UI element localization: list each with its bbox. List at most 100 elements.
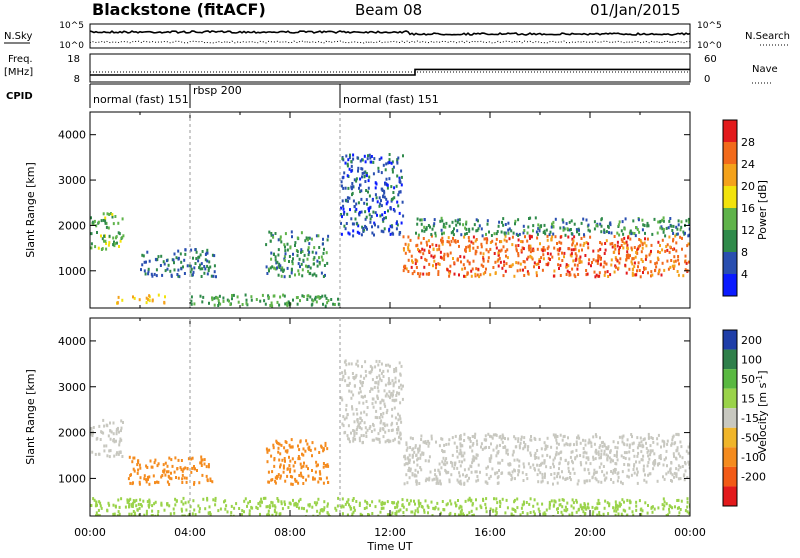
heatmap-cell bbox=[395, 512, 398, 516]
heatmap-cell bbox=[209, 479, 212, 482]
heatmap-cell bbox=[614, 445, 617, 449]
heatmap-cell bbox=[410, 265, 413, 269]
heatmap-cell bbox=[595, 273, 598, 277]
heatmap-cell bbox=[641, 218, 644, 222]
heatmap-cell bbox=[595, 451, 598, 455]
heatmap-cell bbox=[579, 259, 582, 263]
heatmap-cell bbox=[672, 232, 675, 235]
heatmap-cell bbox=[651, 449, 654, 453]
heatmap-cell bbox=[686, 505, 689, 509]
heatmap-cell bbox=[376, 437, 379, 441]
heatmap-cell bbox=[412, 447, 415, 451]
heatmap-cell bbox=[610, 458, 613, 462]
heatmap-cell bbox=[459, 452, 462, 456]
heatmap-cell bbox=[656, 479, 659, 483]
heatmap-cell bbox=[248, 509, 251, 513]
heatmap-cell bbox=[105, 225, 108, 229]
heatmap-cell bbox=[576, 267, 579, 271]
heatmap-cell bbox=[182, 467, 185, 471]
heatmap-cell bbox=[524, 444, 526, 448]
heatmap-cell bbox=[566, 443, 569, 447]
heatmap-cell bbox=[618, 501, 621, 505]
heatmap-cell bbox=[517, 473, 520, 477]
heatmap-cell bbox=[143, 513, 146, 516]
heatmap-cell bbox=[296, 254, 299, 258]
heatmap-cell bbox=[359, 159, 362, 163]
heatmap-cell bbox=[313, 262, 315, 266]
heatmap-cell bbox=[605, 230, 608, 234]
heatmap-cell bbox=[369, 503, 371, 507]
heatmap-cell bbox=[559, 274, 562, 277]
heatmap-cell bbox=[414, 468, 417, 472]
heatmap-cell bbox=[391, 414, 394, 418]
heatmap-cell bbox=[640, 450, 643, 454]
heatmap-cell bbox=[503, 260, 506, 264]
heatmap-cell bbox=[112, 236, 115, 240]
heatmap-cell bbox=[345, 363, 348, 367]
heatmap-cell bbox=[147, 269, 150, 273]
heatmap-cell bbox=[200, 461, 203, 465]
heatmap-cell bbox=[415, 244, 418, 248]
velocity-panel-frame bbox=[89, 317, 691, 517]
heatmap-cell bbox=[469, 437, 471, 440]
heatmap-cell bbox=[605, 446, 608, 450]
heatmap-cell bbox=[191, 466, 194, 470]
heatmap-feature-5 bbox=[340, 153, 405, 238]
heatmap-cell bbox=[631, 257, 634, 261]
heatmap-cell bbox=[360, 189, 363, 193]
heatmap-cell bbox=[567, 466, 570, 470]
heatmap-cell bbox=[106, 454, 109, 458]
heatmap-cell bbox=[297, 481, 300, 485]
heatmap-cell bbox=[379, 401, 382, 405]
heatmap-cell bbox=[120, 497, 123, 501]
heatmap-cell bbox=[497, 258, 500, 262]
heatmap-cell bbox=[606, 447, 609, 451]
heatmap-cell bbox=[346, 434, 349, 438]
heatmap-cell bbox=[303, 253, 306, 257]
heatmap-cell bbox=[682, 274, 685, 278]
heatmap-cell bbox=[284, 440, 287, 444]
heatmap-cell bbox=[348, 232, 351, 236]
heatmap-cell bbox=[406, 462, 409, 466]
heatmap-cell bbox=[156, 258, 159, 261]
heatmap-cell bbox=[493, 497, 495, 501]
heatmap-cell bbox=[418, 447, 421, 451]
heatmap-cell bbox=[643, 241, 646, 245]
heatmap-cell bbox=[458, 514, 461, 516]
heatmap-cell bbox=[232, 514, 235, 516]
heatmap-cell bbox=[635, 467, 638, 471]
colorbar-swatch-5 bbox=[723, 164, 737, 186]
heatmap-cell bbox=[539, 463, 542, 467]
heatmap-cell bbox=[201, 458, 204, 462]
heatmap-cell bbox=[517, 437, 520, 441]
heatmap-cell bbox=[268, 504, 271, 508]
heatmap-cell bbox=[570, 504, 573, 508]
heatmap-cell bbox=[417, 499, 420, 503]
heatmap-cell bbox=[666, 248, 669, 252]
heatmap-cell bbox=[332, 302, 335, 306]
heatmap-cell bbox=[670, 479, 672, 482]
heatmap-cell bbox=[224, 499, 227, 503]
heatmap-cell bbox=[294, 460, 297, 464]
heatmap-cell bbox=[617, 475, 620, 479]
heatmap-cell bbox=[323, 508, 325, 512]
heatmap-cell bbox=[641, 443, 644, 447]
heatmap-cell bbox=[543, 473, 546, 477]
heatmap-cell bbox=[191, 273, 194, 277]
heatmap-cell bbox=[115, 432, 118, 436]
heatmap-cell bbox=[672, 237, 675, 241]
heatmap-cell bbox=[427, 511, 429, 515]
heatmap-cell bbox=[364, 160, 367, 164]
heatmap-cell bbox=[402, 505, 405, 509]
heatmap-cell bbox=[688, 223, 690, 226]
heatmap-cell bbox=[521, 503, 524, 507]
heatmap-cell bbox=[365, 174, 368, 178]
heatmap-cell bbox=[417, 447, 419, 451]
heatmap-cell bbox=[353, 508, 356, 512]
heatmap-cell bbox=[530, 235, 533, 239]
heatmap-cell bbox=[628, 267, 631, 271]
heatmap-cell bbox=[376, 213, 378, 217]
heatmap-cell bbox=[340, 184, 343, 188]
heatmap-cell bbox=[397, 509, 400, 513]
